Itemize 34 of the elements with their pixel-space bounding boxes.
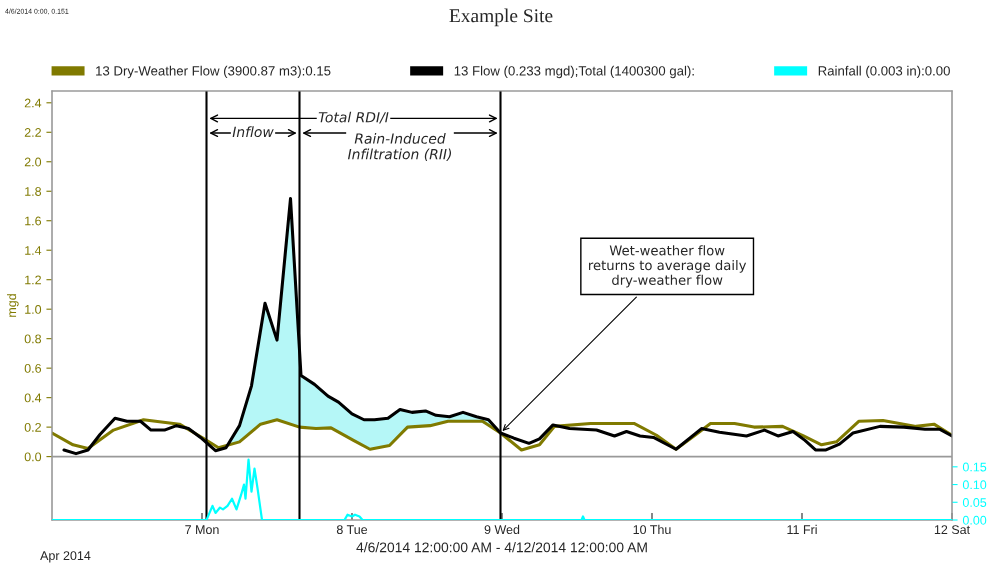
x-tick-label: 10 Thu xyxy=(633,524,671,535)
y-tick-label: 1.2 xyxy=(25,275,41,285)
y-tick-label: 2.4 xyxy=(24,98,42,108)
y-tick-label: 1.0 xyxy=(25,304,42,314)
text: Apr 2014 xyxy=(40,551,91,563)
y-tick-label: 1.6 xyxy=(25,216,42,226)
y-tick-label: 1.8 xyxy=(25,187,42,196)
x-tick-label: 11 Fri xyxy=(787,524,817,534)
y-tick-label: 0.8 xyxy=(24,334,42,344)
y2-tick-label: 0.10 xyxy=(962,480,987,490)
annotation: Inflow xyxy=(232,126,274,138)
y-tick-label: 2.2 xyxy=(24,128,41,137)
legend-label: 13 Flow (0.233 mgd);Total (1400300 gal): xyxy=(454,65,694,79)
chart-title: Example Site xyxy=(449,8,553,27)
y-tick-label: 0.0 xyxy=(24,452,42,462)
y-tick-label: 0.2 xyxy=(24,422,41,432)
x-tick-label: 7 Mon xyxy=(185,525,219,535)
x-axis-title: 4/6/2014 12:00:00 AM - 4/12/2014 12:00:00 AM xyxy=(356,542,647,553)
y-axis-title: mgd xyxy=(7,294,19,317)
y2-tick-label: 0.15 xyxy=(962,462,987,472)
legend-label: Rainfall (0.003 in):0.00 xyxy=(818,65,950,79)
y-tick-label: 2.0 xyxy=(24,157,42,167)
y-tick-label: 0.4 xyxy=(24,393,42,403)
x-tick-label: 8 Tue xyxy=(336,525,368,535)
y-tick-label: 0.6 xyxy=(24,363,42,373)
x-tick-label: 9 Wed xyxy=(484,524,520,535)
y2-tick-label: 0.00 xyxy=(962,515,987,525)
annotation: Rain-Induced Infiltration (RII) xyxy=(347,133,452,161)
annotation: Total RDI/I xyxy=(318,111,389,124)
annotation: Wet-weather flow returns to average daily dry-weather flow xyxy=(589,245,747,288)
y-tick-label: 1.4 xyxy=(25,246,42,255)
y2-tick-label: 0.05 xyxy=(962,498,987,507)
legend-label: 13 Dry-Weather Flow (3900.87 m3):0.15 xyxy=(96,65,331,79)
x-tick-label: 12 Sat xyxy=(934,525,970,535)
